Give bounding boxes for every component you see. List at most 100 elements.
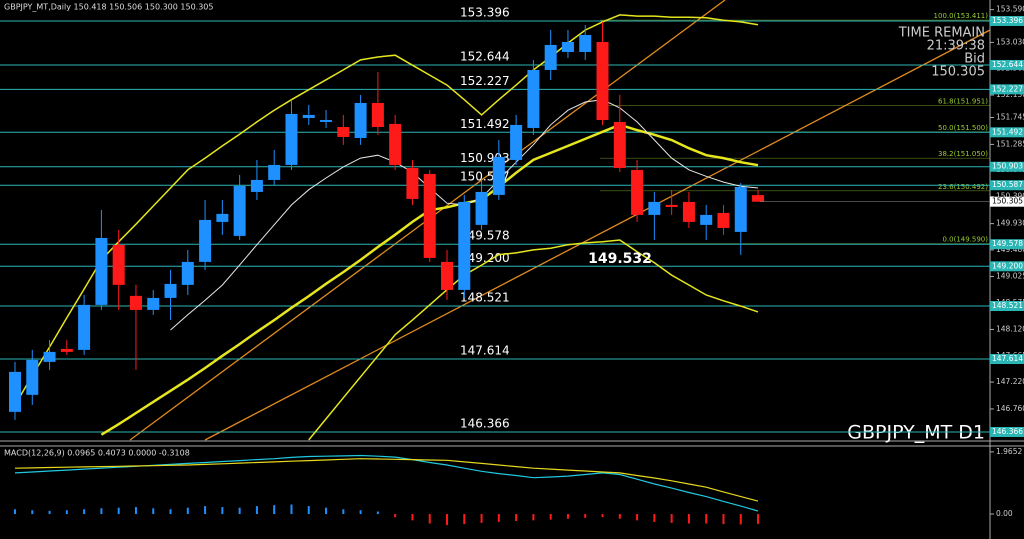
macd-bar: [14, 509, 16, 515]
candle-body: [717, 212, 730, 228]
bid-axis-box: [990, 196, 1024, 207]
candle-body: [9, 371, 21, 412]
macd-bar: [394, 514, 397, 518]
macd-bar: [342, 509, 345, 515]
candle-body: [544, 44, 557, 70]
level-axis-box: [990, 354, 1024, 365]
macd-bar: [273, 505, 276, 515]
candle-body: [371, 102, 384, 127]
level-label: 149.578: [460, 229, 510, 243]
fib-label: 23.6(150.492): [938, 183, 988, 191]
y-tick-label: 149.930: [996, 219, 1024, 228]
macd-bar: [757, 514, 760, 524]
macd-bar: [739, 514, 742, 525]
candle-body: [510, 124, 523, 160]
macd-bar: [31, 510, 34, 515]
macd-bar: [307, 506, 310, 515]
candle-body: [129, 295, 142, 310]
macd-bar: [705, 514, 708, 524]
y-tick-label: 151.745: [996, 113, 1024, 122]
indicator-line: [308, 239, 759, 441]
candle-body: [43, 351, 56, 362]
level-label: 149.200: [460, 251, 510, 265]
level-axis-label: 149.578: [992, 239, 1023, 248]
level-axis-label: 150.587: [992, 180, 1023, 189]
level-label: 146.366: [460, 416, 510, 430]
level-axis-box: [990, 261, 1024, 272]
macd-bar: [687, 514, 690, 524]
fib-label: 61.8(151.951): [938, 97, 988, 105]
level-axis-box: [990, 15, 1024, 26]
level-axis-box: [990, 127, 1024, 138]
level-axis-label: 153.396: [992, 16, 1023, 25]
candle-body: [752, 195, 765, 202]
macd-bar: [636, 514, 639, 521]
candle-body: [579, 34, 592, 52]
candle-body: [26, 359, 39, 395]
y-tick-label: 153.030: [996, 37, 1024, 46]
candle-body: [60, 348, 73, 352]
indicator-line: [14, 14, 759, 406]
fib-label: 100.0(153.411): [934, 12, 989, 20]
level-axis-box: [990, 59, 1024, 70]
level-axis-box: [990, 426, 1024, 437]
candle-body: [423, 173, 436, 258]
macd-bar: [186, 507, 189, 515]
candle-body: [475, 191, 488, 225]
candle-body: [734, 186, 747, 232]
candle-body: [181, 261, 194, 285]
level-axis-label: 148.521: [992, 301, 1023, 310]
candle-body: [112, 244, 125, 285]
macd-bar: [722, 514, 725, 525]
macd-tick-label: 0.00: [996, 509, 1013, 518]
macd-bar: [480, 514, 483, 523]
macd-bar: [653, 514, 656, 522]
level-axis-label: 147.614: [992, 354, 1023, 363]
level-axis-box: [990, 239, 1024, 250]
timer-time: 21:39:38: [927, 39, 985, 54]
macd-bar: [670, 514, 673, 523]
timer-title: TIME REMAIN: [898, 26, 985, 41]
y-tick-label: 151.285: [996, 139, 1024, 148]
level-label: 151.492: [460, 117, 510, 131]
candle-body: [320, 119, 333, 122]
candle-body: [406, 167, 419, 199]
level-label: 152.227: [460, 74, 510, 88]
y-tick-label: 148.120: [996, 324, 1024, 333]
level-label: 148.521: [460, 291, 510, 305]
macd-bar: [100, 508, 103, 515]
y-tick-label: 152.130: [996, 90, 1024, 99]
annotation-label: 149.532: [588, 251, 652, 267]
candle-body: [302, 114, 315, 118]
candle-body: [164, 283, 177, 298]
chart-header: GBPJPY_MT,Daily 150.418 150.506 150.300 …: [4, 3, 213, 12]
y-tick-label: 149.025: [996, 272, 1024, 281]
trend-line: [204, 29, 991, 441]
candle-body: [216, 213, 229, 222]
candle-body: [199, 219, 212, 262]
candle-body: [527, 69, 540, 128]
macd-bar: [566, 514, 569, 519]
symbol-label: GBPJPY_MT D1: [847, 422, 985, 444]
level-axis-box: [990, 84, 1024, 95]
level-label: 152.644: [460, 49, 510, 63]
level-axis-box: [990, 161, 1024, 172]
y-tick-label: 146.760: [996, 404, 1024, 413]
macd-bar: [515, 514, 518, 521]
candle-body: [596, 41, 609, 120]
candle-body: [492, 156, 505, 195]
candle-body: [665, 204, 678, 207]
fib-label: 38.2(151.050): [938, 150, 988, 158]
candle-body: [233, 185, 246, 236]
fib-label: 50.0(151.500): [938, 124, 988, 132]
candle-body: [95, 237, 108, 305]
macd-bar: [584, 514, 587, 518]
macd-bar: [83, 509, 86, 515]
macd-bar: [152, 508, 155, 515]
level-axis-label: 149.200: [992, 261, 1023, 270]
macd-bar: [618, 514, 621, 519]
level-axis-label: 152.644: [992, 60, 1023, 69]
level-axis-box: [990, 301, 1024, 312]
macd-bar: [446, 514, 448, 526]
